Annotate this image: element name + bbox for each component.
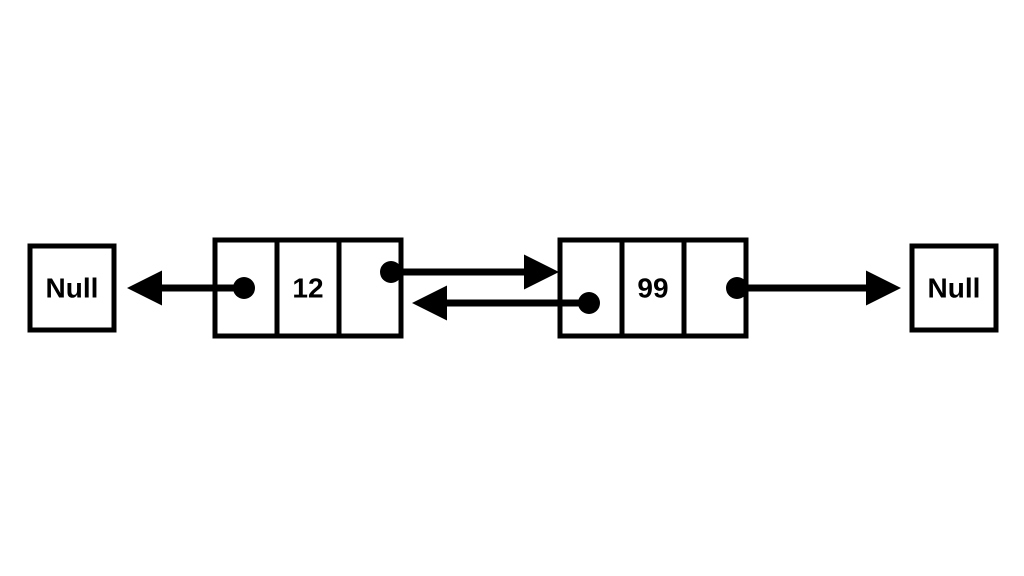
node-2-prev-cell [560,240,622,336]
pointer-node1-next [380,261,552,283]
null-box-left: Null [30,246,114,330]
doubly-linked-list-diagram: Null 12 99 Null [0,0,1024,576]
node-2-value-label: 99 [637,272,668,303]
null-box-right: Null [912,246,996,330]
pointer-node2-next [726,277,894,299]
pointer-node1-prev [134,277,255,299]
null-box-left-label: Null [46,272,99,303]
node-2: 99 [560,240,746,336]
node-1-next-cell [339,240,401,336]
null-box-right-label: Null [928,272,981,303]
node-1-value-label: 12 [292,272,323,303]
pointer-node2-prev [419,292,600,314]
